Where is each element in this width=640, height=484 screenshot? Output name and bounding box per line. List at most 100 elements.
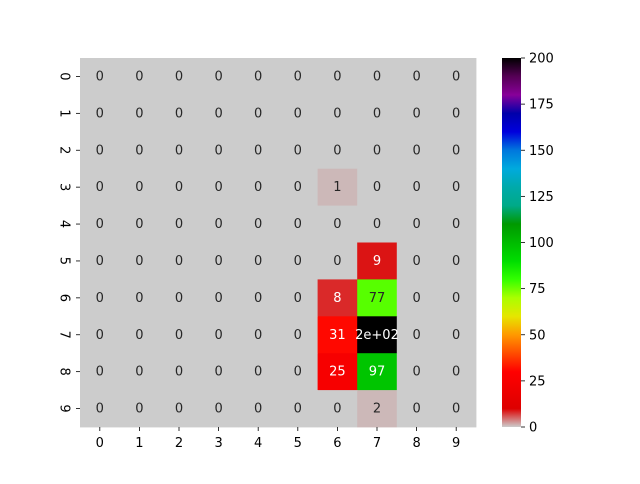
heatmap-cell (119, 353, 160, 391)
cell-value-label: 0 (214, 143, 222, 158)
cell-value-label: 0 (214, 180, 222, 195)
cell-value-label: 0 (452, 143, 460, 158)
cell-value-label: 0 (452, 106, 460, 121)
heatmap-cell (119, 316, 160, 354)
cell-value-label: 0 (452, 291, 460, 306)
cell-value-label: 0 (214, 69, 222, 84)
y-tick-label: 8 (56, 368, 71, 376)
cell-value-label: 0 (135, 143, 143, 158)
x-tick-label: 6 (333, 436, 341, 451)
cell-value-label: 0 (412, 328, 420, 343)
cell-value-label: 0 (412, 143, 420, 158)
cell-value-label: 0 (412, 180, 420, 195)
x-axis: 0 1 2 3 4 5 6 7 8 9 (96, 427, 460, 451)
heatmap-cell (396, 131, 437, 170)
heatmap-cell (278, 316, 318, 354)
cell-value-label: 0 (135, 291, 143, 306)
heatmap-cell (436, 131, 477, 170)
cell-value-label: 0 (294, 180, 302, 195)
cell-value-label: 0 (254, 69, 262, 84)
cell-value-label: 0 (452, 254, 460, 269)
cell-value-label: 0 (214, 291, 222, 306)
heatmap-cell (396, 390, 437, 428)
heatmap-cell (357, 353, 398, 391)
heatmap-cell (278, 205, 318, 243)
heatmap-cell (357, 390, 398, 428)
colorbar-tick-label: 125 (529, 190, 554, 205)
cell-value-label: 0 (175, 365, 183, 380)
cell-value-label: 0 (214, 106, 222, 121)
heatmap-cell (198, 94, 239, 133)
heatmap-cell (317, 94, 358, 133)
x-tick-label: 2 (175, 436, 183, 451)
heatmap-cell (238, 94, 279, 133)
heatmap-cell (238, 279, 279, 317)
cell-value-label: 0 (175, 143, 183, 158)
heatmap-cell-labels: 0 0 0 0 0 0 0 0 0 0 0 0 0 0 0 0 0 0 0 0 0 0 0 0 0 0 0 0 0 0 0 0 0 0 0 0 1 0 0 0… (96, 69, 461, 416)
heatmap-cell (278, 242, 318, 280)
y-tick-label: 4 (56, 220, 71, 228)
heatmap-cell (317, 168, 358, 206)
colorbar-tick-label: 50 (529, 328, 546, 343)
heatmap-cell (198, 58, 239, 96)
heatmap-cell (396, 279, 437, 317)
heatmap-cell (119, 242, 160, 280)
heatmap-cell (159, 279, 200, 317)
heatmap-cell (317, 316, 358, 354)
cell-value-label: 0 (373, 106, 381, 121)
cell-value-label: 0 (175, 180, 183, 195)
heatmap-cell (80, 390, 120, 428)
cell-value-label: 0 (175, 106, 183, 121)
heatmap-cell (357, 279, 398, 317)
heatmap-cell (80, 58, 120, 96)
cell-value-label: 0 (294, 402, 302, 417)
cell-value-label: 0 (135, 402, 143, 417)
cell-value-label: 0 (333, 69, 341, 84)
colorbar-tick-label: 150 (529, 144, 554, 159)
heatmap-cell (198, 131, 239, 170)
heatmap-cell (119, 131, 160, 170)
cell-value-label: 0 (452, 180, 460, 195)
cell-value-label: 0 (254, 254, 262, 269)
cell-value-label: 0 (175, 291, 183, 306)
heatmap-cell (278, 168, 318, 206)
heatmap-cell (238, 205, 279, 243)
heatmap-cell (238, 58, 279, 96)
heatmap-cell (159, 242, 200, 280)
heatmap-cell (357, 131, 398, 170)
cell-value-label: 0 (175, 254, 183, 269)
heatmap-cell (396, 353, 437, 391)
cell-value-label: 0 (214, 365, 222, 380)
heatmap-cell (436, 279, 477, 317)
heatmap-cell (396, 316, 437, 354)
cell-value-label: 0 (294, 291, 302, 306)
heatmap-cell (159, 205, 200, 243)
heatmap-cell (238, 390, 279, 428)
cell-value-label: 0 (135, 69, 143, 84)
heatmap-cell (80, 316, 120, 354)
cell-value-label: 0 (214, 328, 222, 343)
heatmap-cell (436, 168, 477, 206)
cell-value-label: 0 (452, 328, 460, 343)
cell-value-label: 1 (333, 180, 341, 195)
cell-value-label: 0 (254, 291, 262, 306)
heatmap-cell (317, 205, 358, 243)
cell-value-label: 0 (135, 328, 143, 343)
heatmap-cell (159, 316, 200, 354)
heatmap-cell (198, 353, 239, 391)
cell-value-label: 0 (333, 217, 341, 232)
heatmap-cell (278, 390, 318, 428)
x-tick-label: 3 (214, 436, 222, 451)
heatmap-cell (80, 131, 120, 170)
heatmap-cell (119, 279, 160, 317)
y-tick-label: 7 (56, 331, 71, 339)
heatmap-cell (396, 242, 437, 280)
y-tick-label: 3 (56, 183, 71, 191)
heatmap-cell (317, 242, 358, 280)
heatmap-cells (80, 58, 477, 428)
colorbar: 0 25 50 75 100 125 150 175 200 (502, 52, 554, 436)
cell-value-label: 9 (373, 254, 381, 269)
cell-value-label: 0 (254, 328, 262, 343)
cell-value-label: 0 (175, 328, 183, 343)
cell-value-label: 0 (412, 402, 420, 417)
